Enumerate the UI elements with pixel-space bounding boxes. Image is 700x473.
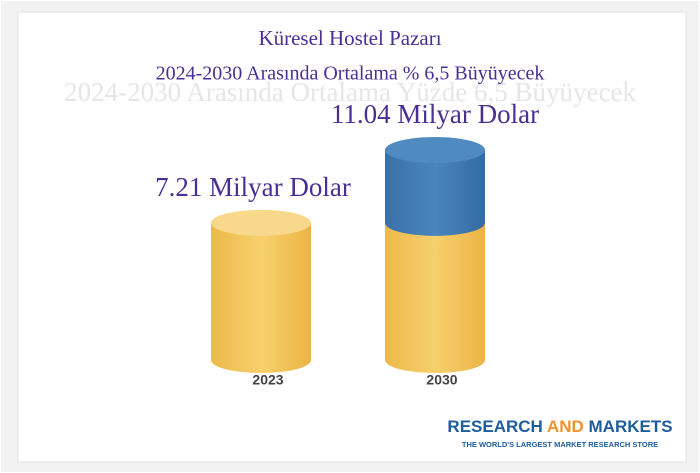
cylinder-bottom xyxy=(385,209,485,236)
chart-title: Küresel Hostel Pazarı xyxy=(258,26,441,50)
source-name-part: AND xyxy=(547,417,584,436)
cylinder xyxy=(385,137,485,373)
x-tick-label: 2023 xyxy=(252,372,283,388)
cylinder-top xyxy=(211,209,311,236)
source-name-part: RESEARCH xyxy=(447,417,542,436)
value-label: 11.04 Milyar Dolar xyxy=(331,99,539,129)
title-backdrop xyxy=(100,22,600,56)
cylinder-body xyxy=(385,222,485,360)
cylinder-body xyxy=(211,222,311,360)
background-subtitle: 2024-2030 Arasında Ortalama Yüzde 6,5 Bü… xyxy=(64,77,636,107)
cylinder-bottom xyxy=(385,347,485,373)
x-tick-label: 2030 xyxy=(426,372,457,388)
cylinder xyxy=(211,209,311,373)
value-label: 7.21 Milyar Dolar xyxy=(155,172,351,202)
cylinder-top xyxy=(385,137,485,163)
cylinder-bottom xyxy=(211,347,311,373)
chart-subtitle: 2024-2030 Arasında Ortalama % 6,5 Büyüye… xyxy=(156,63,545,85)
chart-frame xyxy=(17,11,687,463)
source-tagline: THE WORLD'S LARGEST MARKET RESEARCH STOR… xyxy=(462,440,658,449)
source-name: RESEARCH AND MARKETS xyxy=(447,417,672,436)
source-name-part: MARKETS xyxy=(589,417,673,436)
